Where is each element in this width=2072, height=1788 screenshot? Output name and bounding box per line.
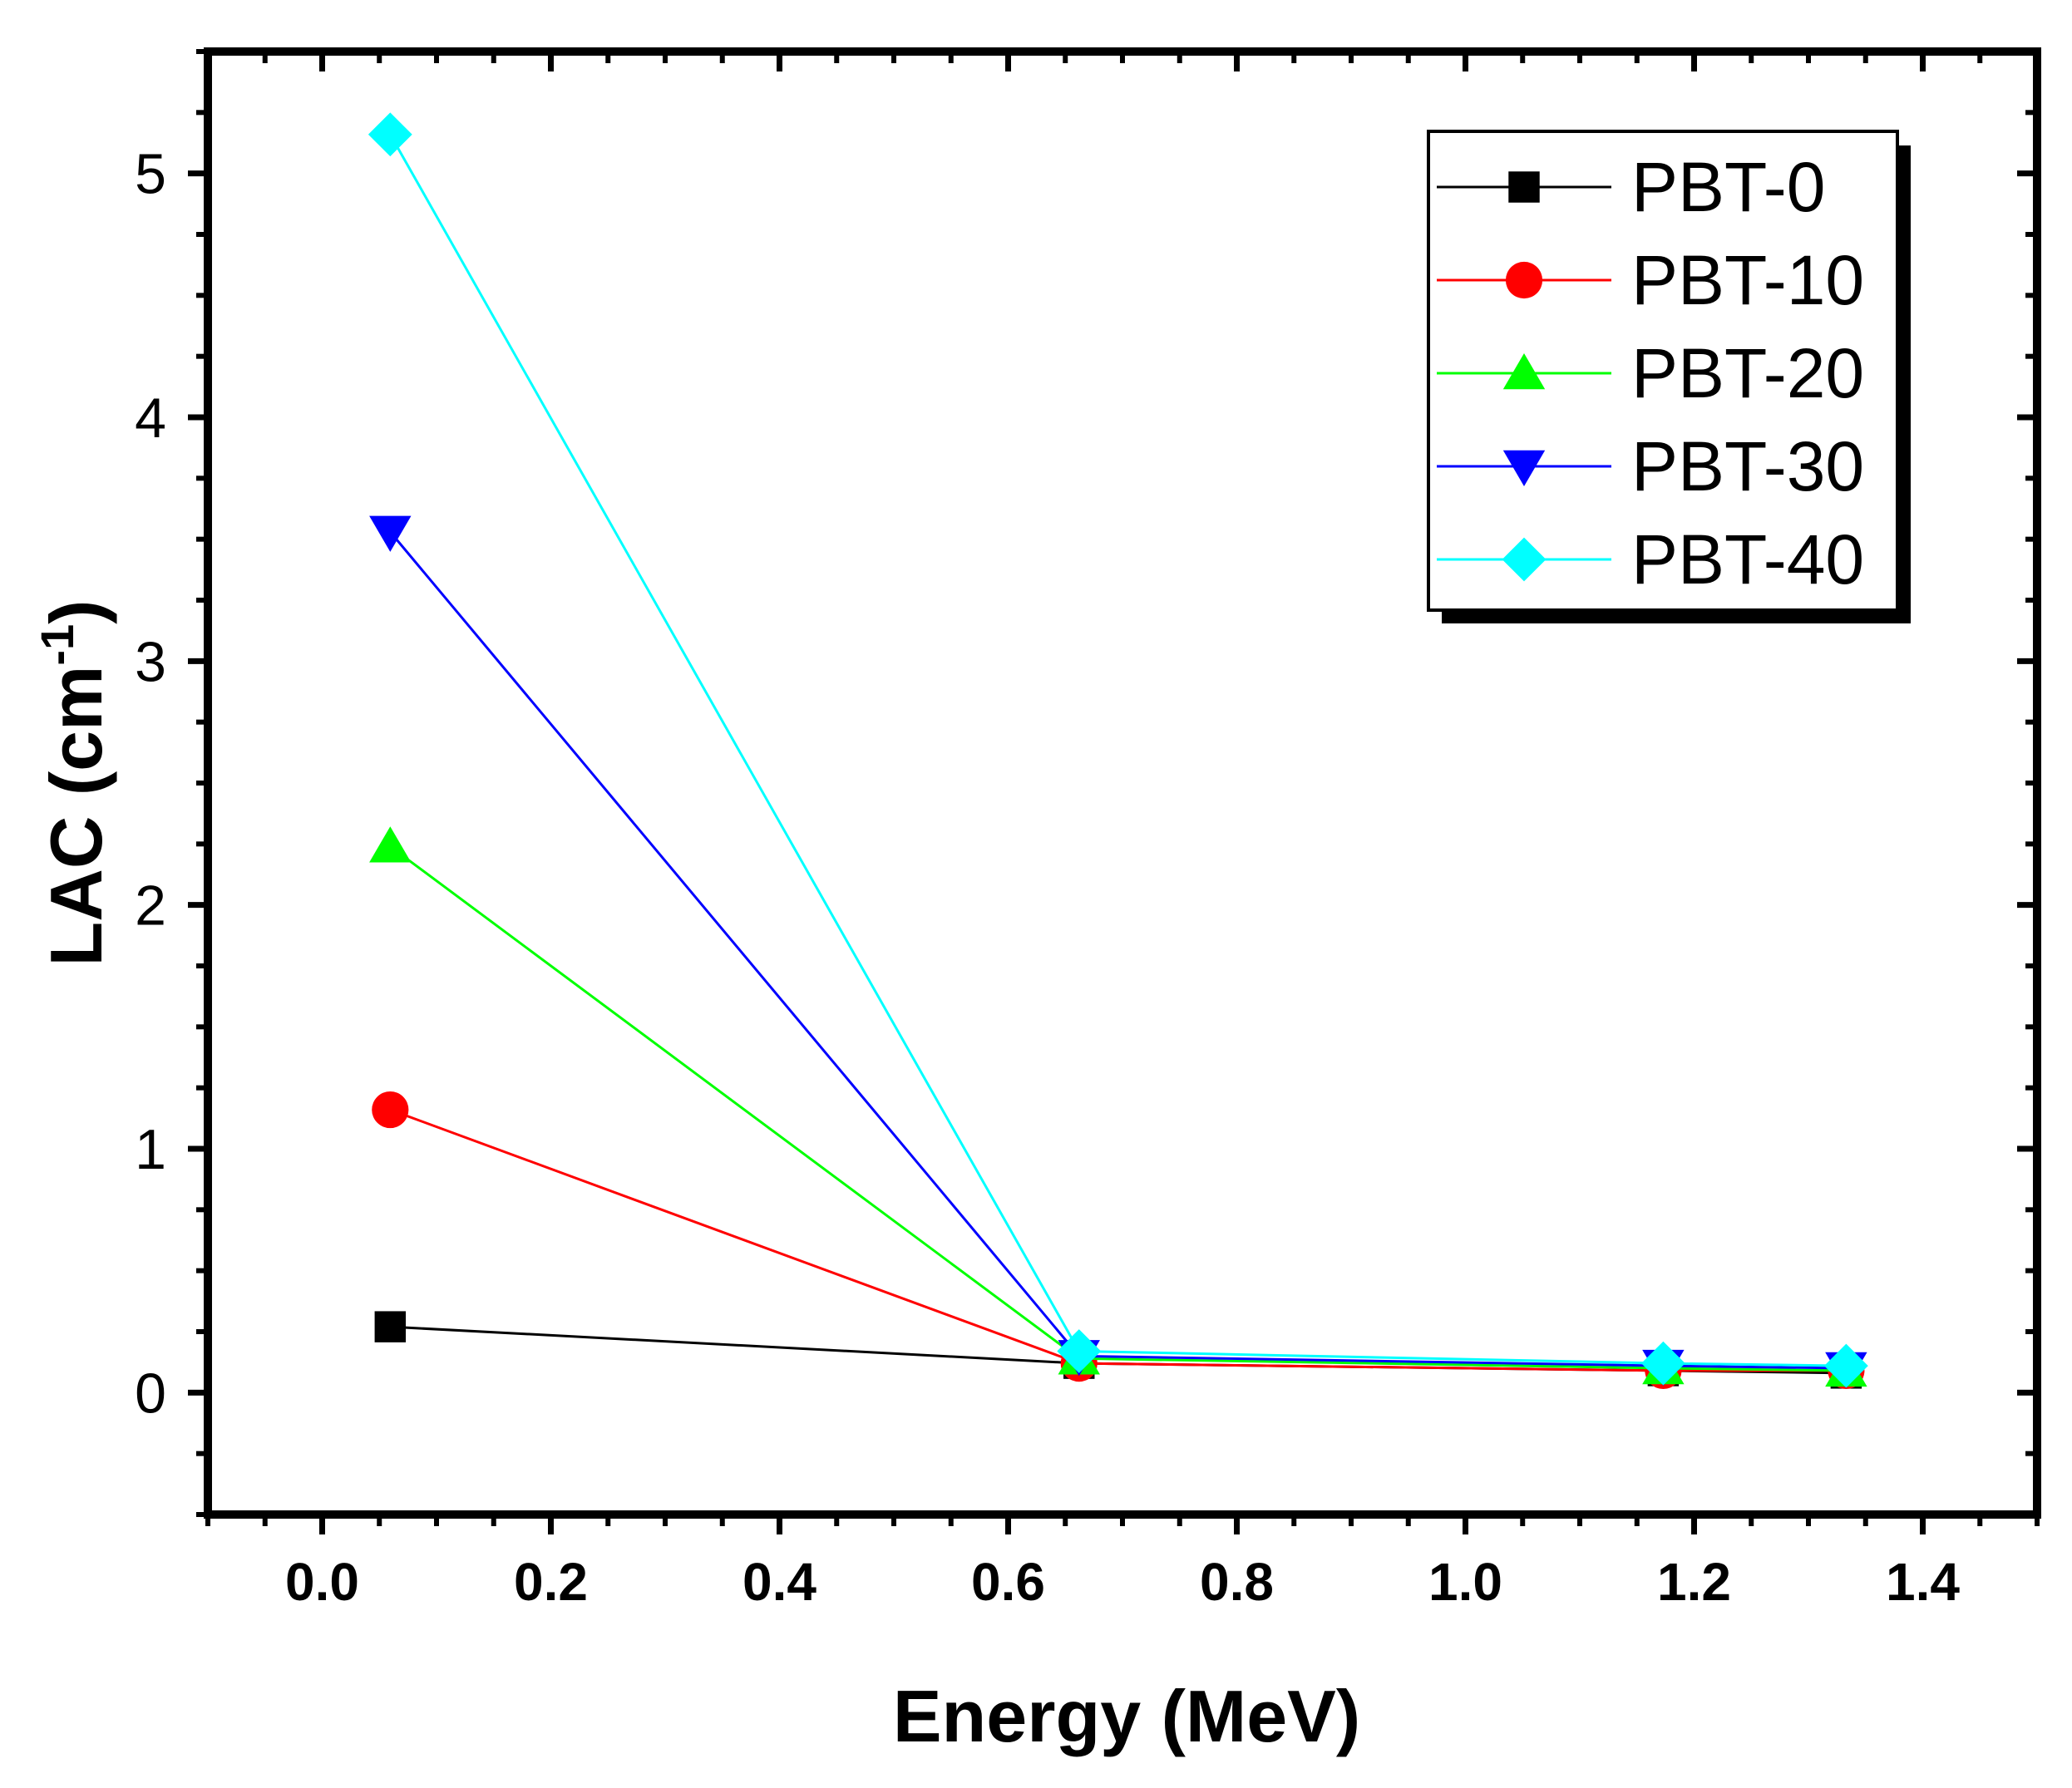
marker-triangle-up (369, 826, 412, 863)
series-line (389, 133, 1847, 1367)
x-tick-label: 1.2 (1657, 1552, 1731, 1612)
series-pbt-40 (368, 112, 1868, 1388)
marker-circle (1505, 261, 1543, 299)
legend-entry: PBT-40 (1437, 520, 1864, 598)
y-axis-title: LAC (cm-1) (31, 600, 117, 967)
x-tick-label: 0.4 (742, 1552, 816, 1612)
y-tick-label: 1 (135, 1118, 166, 1181)
marker-diamond (1640, 1341, 1685, 1386)
marker-diamond (1502, 537, 1547, 582)
marker-diamond (1823, 1343, 1868, 1388)
legend-label: PBT-40 (1631, 520, 1864, 598)
y-tick-label: 3 (135, 630, 166, 693)
legend-entry: PBT-0 (1437, 148, 1825, 226)
tick-labels: 0.0 0.2 0.4 0.6 0.8 1.0 1.2 1.4 0 1 2 3 4 5 (135, 143, 1960, 1612)
marker-circle (372, 1091, 409, 1129)
x-tick-label: 1.4 (1886, 1552, 1960, 1612)
y-tick-label: 4 (135, 387, 166, 450)
legend-label: PBT-10 (1631, 241, 1864, 319)
series-line (389, 1108, 1847, 1372)
legend-label: PBT-30 (1631, 427, 1864, 505)
legend-entry: PBT-20 (1437, 334, 1864, 412)
x-axis-title: Energy (MeV) (893, 1675, 1360, 1757)
x-tick-label: 1.0 (1428, 1552, 1502, 1612)
y-tick-label: 2 (135, 874, 166, 938)
marker-triangle-down (369, 515, 412, 552)
legend: PBT-0 PBT-10 PBT-20 PBT-30 PBT-40 (1427, 130, 1911, 623)
legend-entries: PBT-0 PBT-10 PBT-20 PBT-30 PBT-40 (1437, 148, 1864, 598)
marker-square (374, 1311, 407, 1342)
series-pbt-10 (372, 1091, 1865, 1390)
x-tick-label: 0.8 (1200, 1552, 1274, 1612)
series-pbt-30 (369, 515, 1867, 1388)
series-line (389, 530, 1847, 1370)
legend-box (1427, 130, 1899, 612)
y-tick-label: 0 (135, 1362, 166, 1425)
series-line (389, 845, 1847, 1372)
plot-frame (204, 47, 2041, 1519)
legend-entry: PBT-10 (1437, 241, 1864, 319)
marker-diamond (1057, 1329, 1102, 1373)
x-tick-label: 0.6 (971, 1552, 1045, 1612)
series-layer (368, 112, 1868, 1390)
legend-entry: PBT-30 (1437, 427, 1864, 505)
x-tick-label: 0.0 (285, 1552, 359, 1612)
legend-label: PBT-0 (1631, 148, 1825, 226)
marker-diamond (368, 112, 412, 157)
marker-square (1508, 171, 1540, 203)
marker-triangle-down (1502, 450, 1546, 486)
series-pbt-20 (369, 826, 1867, 1387)
legend-label: PBT-20 (1631, 334, 1864, 412)
series-pbt-0 (374, 1311, 1862, 1389)
x-tick-label: 0.2 (514, 1552, 588, 1612)
marker-triangle-up (1502, 353, 1546, 390)
y-tick-label: 5 (135, 143, 166, 206)
